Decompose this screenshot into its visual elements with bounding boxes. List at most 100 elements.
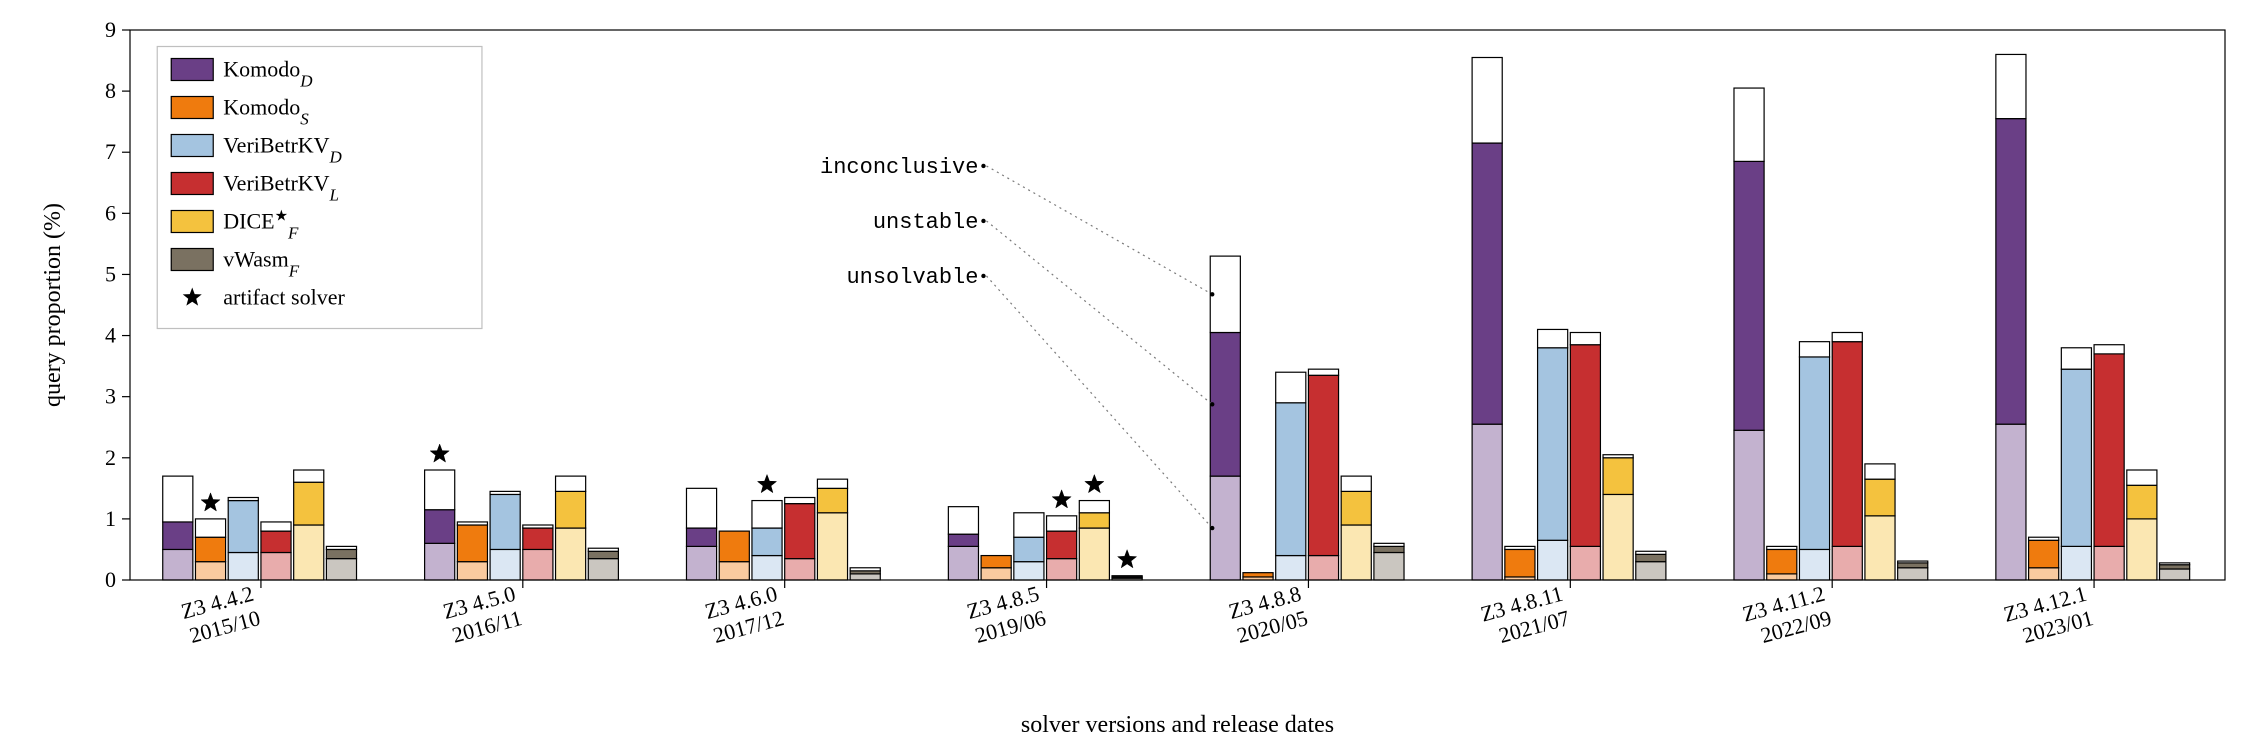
bar-veribetrkv_l-unstable xyxy=(1047,531,1077,559)
bar-veribetrkv_l-unstable xyxy=(523,528,553,549)
bar-veribetrkv_d-unstable xyxy=(2061,369,2091,546)
bar-veribetrkv_d-inconclusive xyxy=(490,491,520,494)
bar-vwasm_f-inconclusive xyxy=(850,568,880,571)
bar-veribetrkv_l-unstable xyxy=(1832,342,1862,547)
bar-veribetrkv_d-unsolvable xyxy=(2061,546,2091,580)
bar-vwasm_f-unsolvable xyxy=(850,574,880,580)
y-tick-label: 9 xyxy=(105,17,116,42)
bar-dice_f-unstable xyxy=(1865,479,1895,516)
bar-komodo_d-unsolvable xyxy=(1210,476,1240,580)
bar-komodo_d-inconclusive xyxy=(1472,58,1502,144)
bar-komodo_s-inconclusive xyxy=(195,519,225,537)
bar-komodo_d-unsolvable xyxy=(686,546,716,580)
y-tick-label: 5 xyxy=(105,261,116,286)
annotation-dot xyxy=(981,274,985,278)
y-tick-label: 6 xyxy=(105,200,116,225)
bar-vwasm_f-inconclusive xyxy=(2160,563,2190,565)
bar-veribetrkv_l-inconclusive xyxy=(1832,333,1862,342)
bar-komodo_d-unsolvable xyxy=(1734,430,1764,580)
bar-komodo_d-unstable xyxy=(1734,161,1764,430)
bar-dice_f-inconclusive xyxy=(817,479,847,488)
bar-komodo_d-inconclusive xyxy=(948,507,978,534)
y-tick-label: 2 xyxy=(105,445,116,470)
annotation-dot xyxy=(981,219,985,223)
bar-dice_f-unstable xyxy=(2127,485,2157,519)
annotation-dot xyxy=(981,164,985,168)
x-axis-label: solver versions and release dates xyxy=(1021,712,1334,738)
bar-komodo_s-unstable xyxy=(2029,540,2059,568)
legend-swatch-veribetrkv_d xyxy=(171,135,213,157)
annotation-label-unstable: unstable xyxy=(873,210,979,235)
bar-vwasm_f-unstable xyxy=(2160,565,2190,569)
bar-komodo_d-inconclusive xyxy=(1996,54,2026,118)
bar-vwasm_f-unsolvable xyxy=(2160,569,2190,580)
bar-dice_f-unstable xyxy=(817,488,847,512)
bar-vwasm_f-unsolvable xyxy=(1374,553,1404,581)
bar-veribetrkv_d-inconclusive xyxy=(2061,348,2091,369)
bar-veribetrkv_l-inconclusive xyxy=(2094,345,2124,354)
bar-komodo_d-unsolvable xyxy=(1472,424,1502,580)
legend-swatch-veribetrkv_l xyxy=(171,173,213,195)
bar-veribetrkv_d-unstable xyxy=(1014,537,1044,561)
bar-vwasm_f-unstable xyxy=(1898,563,1928,568)
bar-veribetrkv_l-unstable xyxy=(1308,375,1338,555)
annotation-end-dot xyxy=(1210,526,1214,530)
bar-vwasm_f-inconclusive xyxy=(326,546,356,549)
bar-veribetrkv_l-inconclusive xyxy=(1570,333,1600,345)
y-tick-label: 3 xyxy=(105,384,116,409)
bar-veribetrkv_l-unsolvable xyxy=(2094,546,2124,580)
bar-komodo_s-inconclusive xyxy=(2029,537,2059,540)
bar-komodo_d-unsolvable xyxy=(1996,424,2026,580)
bar-dice_f-inconclusive xyxy=(1865,464,1895,479)
bar-komodo_s-unstable xyxy=(719,531,749,562)
bar-veribetrkv_d-unsolvable xyxy=(1014,562,1044,580)
bar-komodo_s-unsolvable xyxy=(981,568,1011,580)
annotation-label-unsolvable: unsolvable xyxy=(846,265,978,290)
bar-dice_f-unstable xyxy=(556,491,586,528)
bar-dice_f-unstable xyxy=(1603,458,1633,495)
bar-komodo_d-unstable xyxy=(1210,333,1240,477)
bar-dice_f-unsolvable xyxy=(1865,516,1895,580)
y-tick-label: 1 xyxy=(105,506,116,531)
y-tick-label: 4 xyxy=(105,323,116,348)
bar-vwasm_f-unsolvable xyxy=(588,559,618,580)
bar-vwasm_f-inconclusive xyxy=(588,548,618,551)
bar-komodo_s-unsolvable xyxy=(1767,574,1797,580)
bar-veribetrkv_d-inconclusive xyxy=(228,498,258,501)
bar-komodo_s-unsolvable xyxy=(457,562,487,580)
bar-komodo_d-unsolvable xyxy=(425,543,455,580)
legend-swatch-komodo_d xyxy=(171,59,213,81)
bar-vwasm_f-unsolvable xyxy=(1636,562,1666,580)
bar-veribetrkv_l-inconclusive xyxy=(523,525,553,528)
bar-vwasm_f-inconclusive xyxy=(1898,561,1928,563)
bar-vwasm_f-unstable xyxy=(588,551,618,558)
bar-komodo_s-unsolvable xyxy=(195,562,225,580)
bar-vwasm_f-unstable xyxy=(1636,554,1666,561)
bar-veribetrkv_l-inconclusive xyxy=(785,498,815,504)
bar-vwasm_f-inconclusive xyxy=(1374,543,1404,546)
bar-komodo_d-inconclusive xyxy=(425,470,455,510)
bar-komodo_s-unstable xyxy=(195,537,225,561)
bar-komodo_s-unsolvable xyxy=(2029,568,2059,580)
chart-container: 0123456789query proportion (%)Z3 4.4.220… xyxy=(0,0,2250,750)
bar-veribetrkv_d-unstable xyxy=(228,501,258,553)
legend-label-artifact: artifact solver xyxy=(223,285,345,310)
bar-vwasm_f-inconclusive xyxy=(1636,551,1666,554)
bar-veribetrkv_l-unsolvable xyxy=(1047,559,1077,580)
bar-komodo_d-inconclusive xyxy=(1210,256,1240,332)
bar-veribetrkv_l-unsolvable xyxy=(1308,556,1338,580)
bar-komodo_d-unsolvable xyxy=(948,546,978,580)
bar-veribetrkv_l-inconclusive xyxy=(1308,369,1338,375)
y-tick-label: 8 xyxy=(105,78,116,103)
bar-dice_f-unstable xyxy=(1079,513,1109,528)
bar-veribetrkv_d-unsolvable xyxy=(490,549,520,580)
bar-dice_f-inconclusive xyxy=(2127,470,2157,485)
bar-dice_f-inconclusive xyxy=(1603,455,1633,458)
bar-dice_f-unstable xyxy=(294,482,324,525)
bar-dice_f-inconclusive xyxy=(294,470,324,482)
bar-komodo_s-inconclusive xyxy=(457,522,487,525)
bar-veribetrkv_d-unsolvable xyxy=(1538,540,1568,580)
legend-swatch-komodo_s xyxy=(171,97,213,119)
bar-veribetrkv_d-unsolvable xyxy=(1799,549,1829,580)
bar-vwasm_f-unsolvable xyxy=(1898,568,1928,580)
